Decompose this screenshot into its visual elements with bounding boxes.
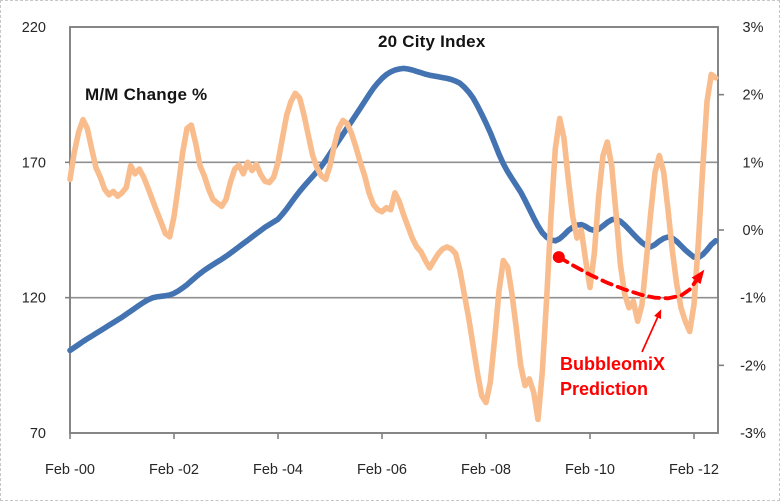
y-right-tick-label: -2% (740, 358, 766, 374)
axis-ticks (65, 93, 724, 439)
series-line-mm-change (67, 71, 719, 423)
y-right-tick-label: -3% (740, 426, 766, 442)
prediction-series (552, 251, 705, 301)
annotation-arrow-line (641, 311, 661, 353)
x-tick-label: Feb -00 (45, 462, 95, 478)
annotation-line-2: Prediction (560, 379, 649, 399)
y-left-tick-label: 170 (22, 155, 46, 171)
y-right-tick-label: 0% (743, 223, 764, 239)
y-right-tick-label: 2% (743, 88, 764, 104)
x-tick-label: Feb -12 (669, 462, 719, 478)
x-tick-label: Feb -02 (149, 462, 199, 478)
y-left-tick-label: 70 (30, 426, 46, 442)
y-left-tick-label: 120 (22, 291, 46, 307)
y-right-tick-label: -1% (740, 291, 766, 307)
x-tick-label: Feb -10 (565, 462, 615, 478)
series-label-mm-change: M/M Change % (85, 85, 208, 104)
y-left-tick-label: 220 (22, 20, 46, 36)
x-tick-label: Feb -08 (461, 462, 511, 478)
y-right-tick-label: 3% (743, 20, 764, 36)
x-tick-label: Feb -06 (357, 462, 407, 478)
prediction-start-dot (552, 251, 565, 264)
prediction-dashed-line (556, 255, 702, 301)
annotation-arrowhead-icon (654, 309, 662, 320)
y-right-tick-label: 1% (743, 155, 764, 171)
series-line-20-city-index (67, 65, 719, 354)
annotation-arrow (641, 309, 662, 353)
prediction-annotation: BubbleomiX Prediction (560, 352, 665, 402)
prediction-arrowhead-icon (691, 269, 705, 285)
axis-tick-labels: 220 170 120 70 3% 2% 1% 0% -1% -2% -3% Feb -00 Feb -… (22, 20, 766, 478)
x-tick-label: Feb -04 (253, 462, 303, 478)
annotation-line-1: BubbleomiX (560, 354, 666, 374)
series-label-20-city-index: 20 City Index (378, 32, 486, 51)
